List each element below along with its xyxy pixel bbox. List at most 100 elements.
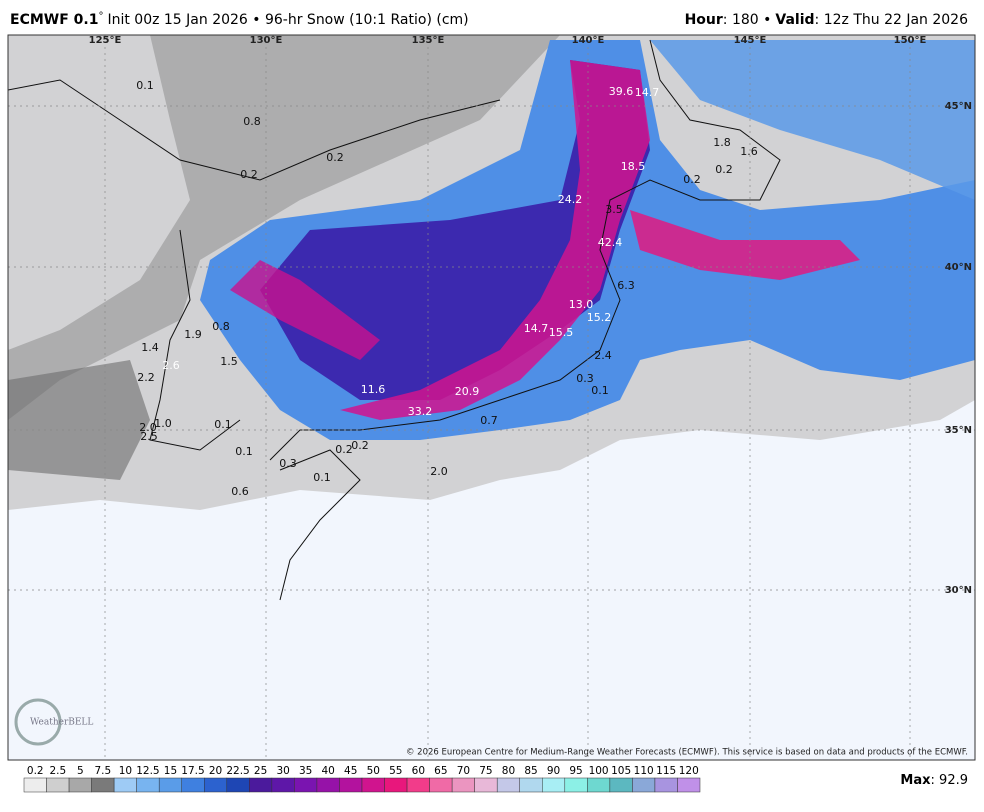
point-value: 0.7 (480, 414, 498, 427)
colorbar-cell (429, 777, 453, 793)
latitude-label: 40°N (945, 262, 972, 273)
logo-swirl (14, 698, 62, 746)
point-value: 20.9 (455, 385, 480, 398)
max-text: : 92.9 (931, 773, 968, 788)
point-value: 14.7 (635, 86, 660, 99)
colorbar-label: 120 (679, 765, 699, 777)
colorbar-label: 5 (77, 765, 84, 777)
colorbar-label: 7.5 (95, 765, 112, 777)
point-value: 15.2 (587, 311, 612, 324)
point-value: 24.2 (558, 193, 583, 206)
colorbar-label: 25 (254, 765, 267, 777)
grey-snow-west (8, 360, 150, 480)
point-value: 1.9 (184, 328, 202, 341)
colorbar-label: 17.5 (181, 765, 204, 777)
colorbar-cell (564, 777, 588, 793)
point-value: 0.2 (335, 443, 353, 456)
colorbar-label: 65 (434, 765, 447, 777)
longitude-label: 140°E (572, 35, 605, 46)
point-value: 3.5 (605, 203, 623, 216)
point-value: 2.2 (137, 371, 155, 384)
colorbar-cell (249, 777, 273, 793)
colorbar-cell (23, 777, 47, 793)
point-value: 2.5 (140, 430, 158, 443)
point-value: 0.1 (591, 384, 609, 397)
colorbar-cell (542, 777, 566, 793)
colorbar-cell (474, 777, 498, 793)
colorbar-label: 50 (367, 765, 380, 777)
point-value: 11.6 (361, 383, 386, 396)
point-value: 0.6 (231, 485, 249, 498)
colorbar-cell (519, 777, 543, 793)
point-value: 6.3 (617, 279, 635, 292)
hour-text: : 180 • (723, 12, 772, 28)
colorbar-cell (496, 777, 520, 793)
description: Init 00z 15 Jan 2026 • 96-hr Snow (10:1 … (107, 12, 468, 28)
map-area (8, 35, 975, 760)
max-label: Max (900, 773, 931, 788)
latitude-label: 30°N (945, 585, 972, 596)
point-value: 1.8 (713, 136, 731, 149)
colorbar-label: 20 (209, 765, 222, 777)
colorbar-label: 0.2 (27, 765, 44, 777)
colorbar-label: 80 (502, 765, 515, 777)
colorbar-label: 55 (389, 765, 402, 777)
point-value: 33.2 (408, 405, 433, 418)
copyright: © 2026 European Centre for Medium-Range … (406, 748, 968, 758)
model: ECMWF 0.1 (10, 12, 98, 28)
colorbar-cell (632, 777, 656, 793)
colorbar-label: 2.5 (49, 765, 66, 777)
latitude-label: 45°N (945, 101, 972, 112)
colorbar-label: 15 (164, 765, 177, 777)
coastline (8, 39, 781, 601)
longitude-label: 145°E (734, 35, 767, 46)
colorbar-cell (451, 777, 475, 793)
colorbar-label: 75 (479, 765, 492, 777)
valid-label: Valid (775, 12, 814, 28)
hour-label: Hour (685, 12, 723, 28)
colorbar-cell (316, 777, 340, 793)
max-value: Max: 92.9 (900, 773, 968, 788)
colorbar-label: 35 (299, 765, 312, 777)
colorbar-cell (113, 777, 137, 793)
point-value: 0.1 (136, 79, 154, 92)
point-value: 2.0 (139, 421, 157, 434)
colorbar-cell (384, 777, 408, 793)
point-value: 2.4 (594, 349, 612, 362)
colorbar-cell (181, 777, 205, 793)
point-value: 0.1 (214, 418, 232, 431)
colorbar-cell (587, 777, 611, 793)
logo-text: WeatherBELL (30, 718, 93, 728)
colorbar-cell (68, 777, 92, 793)
colorbar-label: 60 (412, 765, 425, 777)
point-value: 15.5 (549, 326, 574, 339)
point-value: 1.5 (220, 355, 238, 368)
blue-snow-ne (650, 40, 975, 200)
colorbar-label: 115 (656, 765, 676, 777)
magenta-band-east (630, 210, 860, 280)
colorbar-cell (271, 777, 295, 793)
map-frame (7, 34, 976, 761)
point-value: 1.0 (154, 417, 172, 430)
longitude-label: 125°E (89, 35, 122, 46)
colorbar-cell (91, 777, 115, 793)
point-value: 0.3 (576, 372, 594, 385)
colorbar-cell (294, 777, 318, 793)
colorbar-cell (609, 777, 633, 793)
header-right: Hour: 180 • Valid: 12z Thu 22 Jan 2026 (685, 12, 969, 28)
colorbar-label: 110 (634, 765, 654, 777)
degree: ° (98, 11, 103, 22)
colorbar-cell (136, 777, 160, 793)
longitude-label: 135°E (412, 35, 445, 46)
point-value: 0.1 (313, 471, 331, 484)
point-value: 42.4 (598, 236, 623, 249)
colorbar-cell (339, 777, 363, 793)
colorbar-cell (654, 777, 678, 793)
point-value: 0.1 (235, 445, 253, 458)
colorbar-cell (158, 777, 182, 793)
logo: WeatherBELL (14, 698, 93, 746)
point-value: 0.8 (212, 320, 230, 333)
colorbar-label: 45 (344, 765, 357, 777)
colorbar-label: 70 (457, 765, 470, 777)
